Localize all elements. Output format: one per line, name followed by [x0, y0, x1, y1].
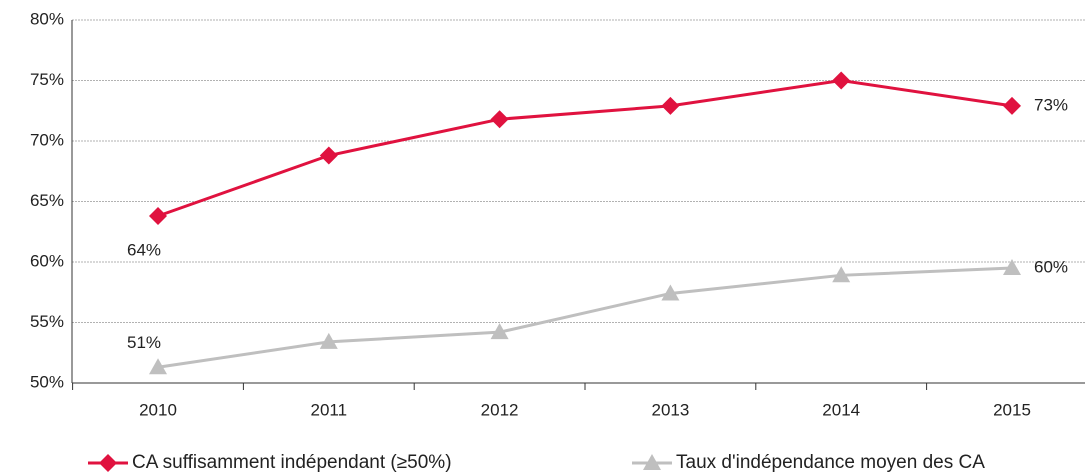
y-tick-label: 70%	[30, 130, 64, 149]
x-tick-label: 2010	[139, 400, 177, 419]
x-tick-label: 2011	[311, 400, 348, 419]
series-line	[157, 78, 1013, 218]
data-label: 64%	[127, 241, 161, 260]
marker	[832, 71, 851, 90]
marker	[661, 284, 680, 301]
series-line	[157, 266, 1013, 369]
x-tick-label: 2015	[993, 400, 1031, 419]
data-label: 51%	[127, 333, 161, 352]
x-tick-label: 2013	[651, 400, 689, 419]
y-tick-label: 60%	[30, 251, 64, 270]
y-tick-label: 80%	[30, 9, 64, 28]
y-tick-label: 75%	[30, 70, 64, 89]
y-tick-label: 55%	[30, 312, 64, 331]
marker	[661, 96, 680, 115]
legend-label: Taux d'indépendance moyen des CA	[676, 452, 985, 473]
marker	[1003, 259, 1021, 276]
marker	[319, 146, 338, 165]
marker	[490, 323, 509, 340]
y-tick-label: 50%	[30, 372, 64, 391]
legend-label: CA suffisamment indépendant (≥50%)	[132, 452, 452, 473]
legend-marker	[643, 454, 661, 470]
x-tick-label: 2012	[481, 400, 519, 419]
marker	[832, 266, 851, 283]
marker	[490, 110, 509, 129]
data-label: 73%	[1034, 95, 1068, 114]
marker	[1003, 96, 1021, 115]
marker	[149, 207, 167, 226]
marker	[149, 358, 167, 375]
x-tick-label: 2014	[822, 400, 860, 419]
y-tick-label: 65%	[30, 191, 64, 210]
data-label: 60%	[1034, 258, 1068, 277]
marker	[319, 332, 338, 349]
legend-marker	[99, 454, 117, 472]
